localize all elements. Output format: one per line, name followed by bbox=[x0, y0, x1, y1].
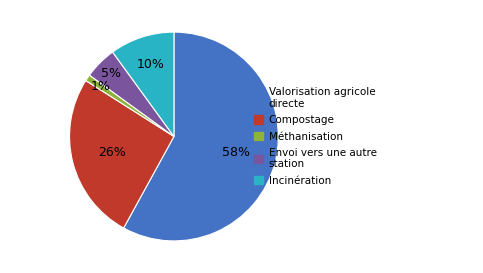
Text: 26%: 26% bbox=[98, 146, 126, 159]
Wedge shape bbox=[86, 75, 174, 136]
Text: 1%: 1% bbox=[91, 80, 111, 93]
Text: 58%: 58% bbox=[222, 146, 250, 159]
Text: 10%: 10% bbox=[137, 58, 164, 71]
Wedge shape bbox=[70, 81, 174, 228]
Legend: Valorisation agricole
directe, Compostage, Méthanisation, Envoi vers une autre
s: Valorisation agricole directe, Compostag… bbox=[254, 87, 377, 186]
Wedge shape bbox=[124, 32, 278, 241]
Wedge shape bbox=[89, 52, 174, 136]
Text: 5%: 5% bbox=[101, 67, 121, 81]
Wedge shape bbox=[113, 32, 174, 136]
